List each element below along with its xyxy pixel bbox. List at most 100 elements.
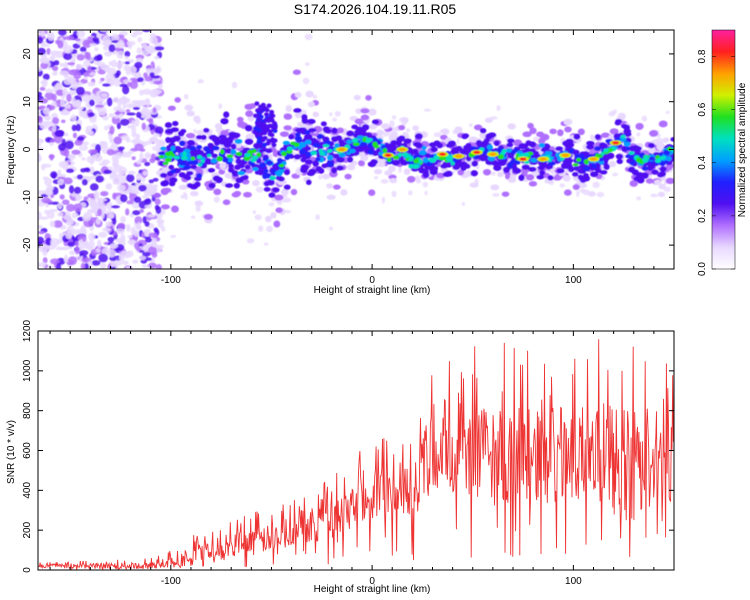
heatmap-cell <box>76 53 85 61</box>
heatmap-cell <box>39 98 48 104</box>
heatmap-y-tick-label: 0 <box>22 146 33 152</box>
heatmap-cell <box>564 126 572 133</box>
heatmap-cell <box>384 170 393 176</box>
heatmap-x-tick-label: 100 <box>565 275 582 286</box>
heatmap-cell <box>82 242 90 249</box>
heatmap-cell <box>496 105 501 111</box>
heatmap-cell <box>391 126 399 132</box>
heatmap-cell <box>277 176 285 182</box>
heatmap-cell <box>186 170 194 176</box>
heatmap-cell <box>525 140 532 146</box>
heatmap-cell <box>265 215 272 223</box>
heatmap-cell <box>75 86 85 95</box>
heatmap-cell <box>587 191 596 197</box>
heatmap-cell <box>351 137 359 144</box>
heatmap-cell <box>116 122 121 130</box>
heatmap-cell <box>104 125 109 131</box>
heatmap-cell <box>61 119 66 124</box>
heatmap-cell <box>106 97 113 107</box>
heatmap-cell <box>137 77 144 83</box>
heatmap-cell <box>636 177 645 184</box>
heatmap-cell <box>74 139 83 146</box>
heatmap-cell <box>528 166 537 172</box>
heatmap-cell <box>659 166 667 172</box>
heatmap-cell <box>315 214 320 221</box>
heatmap-cell <box>125 208 130 216</box>
heatmap-cell <box>141 122 147 131</box>
heatmap-cell <box>154 198 161 205</box>
heatmap-cell <box>58 30 67 36</box>
heatmap-cell <box>38 236 45 245</box>
heatmap-cell <box>147 187 156 196</box>
heatmap-cell <box>635 122 644 130</box>
heatmap-cell <box>154 204 160 211</box>
heatmap-cell <box>57 40 64 49</box>
heatmap-cell <box>142 88 152 95</box>
heatmap-cell <box>389 131 398 139</box>
heatmap-cell <box>107 236 115 243</box>
heatmap-cell <box>460 148 468 155</box>
heatmap-cell <box>102 45 109 51</box>
heatmap-cell <box>40 43 51 48</box>
heatmap-cell <box>256 139 262 144</box>
heatmap-cell <box>142 170 148 176</box>
heatmap-cell <box>89 183 99 191</box>
heatmap-cell <box>184 175 192 181</box>
heatmap-cell <box>66 203 75 212</box>
heatmap-cell <box>346 130 355 137</box>
heatmap-cell <box>230 149 237 155</box>
heatmap-cell <box>262 147 268 152</box>
heatmap-hotspot-core <box>489 152 497 156</box>
heatmap-cell <box>51 65 59 71</box>
heatmap-cell <box>317 133 324 140</box>
heatmap-cell <box>141 30 151 33</box>
heatmap-cell <box>127 234 133 239</box>
heatmap-cell <box>538 138 546 145</box>
heatmap-cell <box>149 157 156 164</box>
heatmap-cell <box>254 101 260 106</box>
heatmap-cell <box>362 136 367 143</box>
heatmap-cell <box>38 47 46 56</box>
heatmap-cell <box>279 131 290 137</box>
heatmap-cell <box>400 159 409 166</box>
heatmap-cell <box>66 93 72 103</box>
heatmap-cell <box>251 180 260 187</box>
heatmap-cell <box>572 171 579 177</box>
heatmap-cell <box>131 100 141 104</box>
heatmap-cell <box>208 182 216 189</box>
heatmap-cell <box>60 98 66 108</box>
heatmap-cell <box>272 125 278 130</box>
heatmap-cell <box>331 127 338 134</box>
heatmap-cell <box>662 137 670 143</box>
heatmap-cell <box>256 136 262 141</box>
heatmap-cell <box>283 169 291 176</box>
heatmap-cell <box>563 189 572 196</box>
heatmap-cell <box>178 172 186 178</box>
heatmap-cell <box>245 110 254 117</box>
heatmap-cell <box>118 166 128 175</box>
heatmap-cell <box>368 189 376 197</box>
heatmap-cell <box>632 145 640 150</box>
heatmap-cell <box>321 163 329 169</box>
heatmap-cell <box>657 172 664 178</box>
heatmap-cell <box>76 64 83 70</box>
heatmap-cell <box>152 107 157 113</box>
heatmap-cell <box>40 216 49 220</box>
heatmap-cell <box>86 130 94 136</box>
heatmap-cell <box>398 124 406 131</box>
heatmap-cell <box>89 175 96 180</box>
heatmap-cell <box>227 167 235 173</box>
heatmap-cell <box>72 229 82 235</box>
heatmap-cell <box>116 49 124 59</box>
heatmap-cell <box>506 142 514 148</box>
heatmap-cell <box>244 153 251 158</box>
heatmap-cell <box>197 79 204 84</box>
heatmap-cell <box>223 111 230 118</box>
heatmap-cell <box>224 172 233 179</box>
heatmap-cell <box>137 36 143 43</box>
heatmap-cell <box>398 167 402 173</box>
heatmap-cell <box>490 184 500 191</box>
heatmap-plot-area <box>38 30 674 269</box>
heatmap-hotspot-core <box>589 157 597 161</box>
heatmap-cell <box>612 172 619 177</box>
